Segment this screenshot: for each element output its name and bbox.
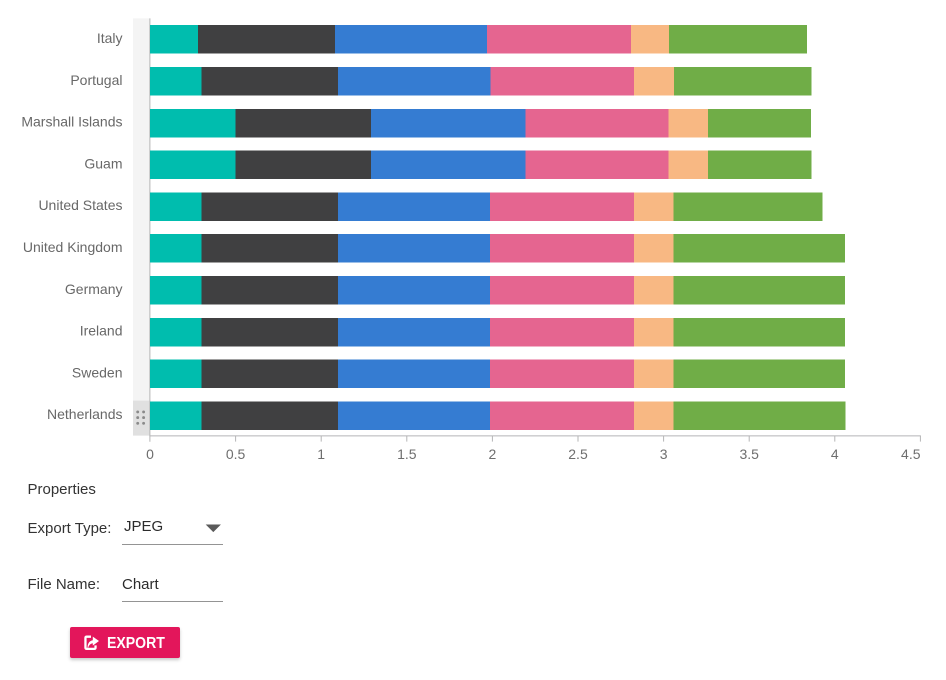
svg-text:3.5: 3.5 <box>739 446 759 462</box>
svg-text:0: 0 <box>146 446 154 462</box>
svg-text:1: 1 <box>317 446 325 462</box>
svg-text:Guam: Guam <box>84 155 122 171</box>
svg-text:2: 2 <box>489 446 497 462</box>
svg-text:United States: United States <box>38 197 122 213</box>
svg-text:Italy: Italy <box>97 30 123 46</box>
svg-text:4.5: 4.5 <box>901 446 921 462</box>
svg-text:0.5: 0.5 <box>226 446 246 462</box>
svg-text:Netherlands: Netherlands <box>47 406 123 422</box>
svg-text:4: 4 <box>831 446 839 462</box>
svg-text:3: 3 <box>660 446 668 462</box>
svg-text:Sweden: Sweden <box>72 364 123 380</box>
svg-text:Marshall Islands: Marshall Islands <box>21 114 122 130</box>
svg-text:1.5: 1.5 <box>397 446 417 462</box>
svg-text:Germany: Germany <box>65 281 123 297</box>
svg-text:Ireland: Ireland <box>80 323 123 339</box>
svg-text:United Kingdom: United Kingdom <box>23 239 123 255</box>
svg-text:Portugal: Portugal <box>70 72 122 88</box>
svg-text:2.5: 2.5 <box>568 446 588 462</box>
